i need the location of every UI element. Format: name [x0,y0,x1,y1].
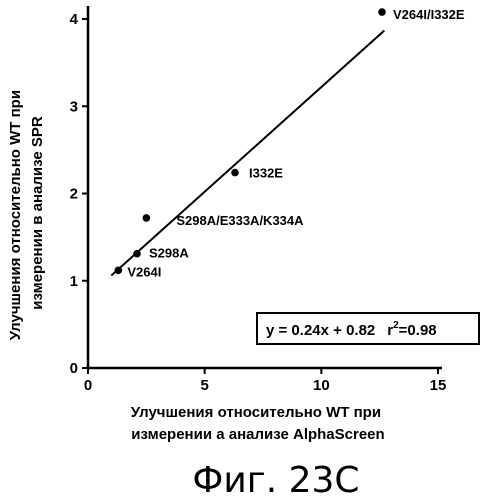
y-tick-label: 1 [70,273,78,290]
data-point [143,214,151,222]
y-tick-label: 3 [70,98,78,115]
point-label: S298A/E333A/K334A [176,213,304,228]
x-tick-label: 5 [200,377,208,394]
x-tick-label: 15 [430,377,447,394]
data-points [115,8,386,274]
regression-line [111,31,384,276]
point-label: S298A [149,246,189,261]
point-label: V264I/I332E [393,7,465,22]
data-point [231,169,239,177]
figure-caption: Фиг. 23С [192,460,359,500]
data-point [115,266,123,274]
point-labels: V264I S298A S298A/E333A/K334A I332E V264I/I3… [127,7,465,279]
x-tick-label: 10 [313,377,330,394]
point-label: V264I [127,264,161,279]
x-axis-title: Улучшения относительно WT при измерении … [131,404,385,443]
x-tick-label: 0 [84,377,92,394]
data-point [133,250,141,258]
y-tick-label: 2 [70,186,78,203]
y-axis-title: Улучшения относительно WT при измерении … [7,86,46,340]
data-point [378,8,386,16]
y-tick-label: 0 [70,360,78,377]
y-ticks: 0 1 2 3 4 [70,11,88,377]
y-tick-label: 4 [70,11,79,28]
equation-text: y = 0.24x + 0.82r2=0.98 [266,320,437,339]
point-label: I332E [249,166,283,181]
equation-box: y = 0.24x + 0.82r2=0.98 [257,313,479,344]
x-ticks: 0 5 10 15 [84,368,447,394]
